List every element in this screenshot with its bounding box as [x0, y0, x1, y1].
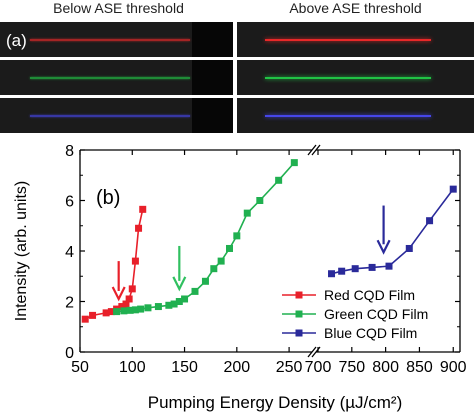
data-point — [113, 308, 121, 316]
below-threshold-strip-2 — [0, 60, 233, 95]
data-point — [122, 300, 130, 308]
data-point — [217, 257, 225, 265]
threshold-arrow-head-2 — [172, 276, 187, 292]
data-point — [243, 209, 251, 217]
data-point — [385, 262, 393, 270]
legend-label-3: Blue CQD Film — [324, 325, 417, 341]
y-tick-label: 8 — [65, 143, 74, 160]
emission-line — [30, 114, 190, 117]
data-point — [170, 300, 178, 308]
dark-region — [192, 22, 233, 57]
data-point — [191, 287, 199, 295]
data-point — [118, 303, 126, 311]
data-point — [368, 263, 376, 271]
data-point — [175, 298, 183, 305]
threshold-arrow-head-1 — [111, 286, 126, 302]
emission-line — [30, 76, 190, 79]
above-threshold-strip-2 — [237, 60, 474, 95]
series-line-3 — [331, 188, 454, 275]
x-tick-label: 900 — [440, 359, 467, 376]
data-point — [102, 309, 110, 317]
x-tick-label: 850 — [406, 359, 433, 376]
x-tick-label: 50 — [71, 359, 89, 376]
above-threshold-strip-3 — [237, 98, 474, 133]
x-tick-label: 700 — [305, 359, 332, 376]
panel-a-label: (a) — [6, 31, 27, 50]
legend-label-2: Green CQD Film — [324, 306, 428, 322]
emission-line — [265, 76, 431, 79]
x-tick-label: 150 — [171, 359, 198, 376]
x-tick-label: 800 — [372, 359, 399, 376]
dark-region — [192, 98, 233, 133]
data-point — [135, 224, 143, 232]
y-tick-label: 6 — [65, 194, 74, 211]
data-point — [107, 308, 115, 316]
emission-line — [265, 114, 431, 117]
data-point — [233, 232, 241, 240]
data-point — [275, 176, 283, 184]
data-point — [144, 304, 152, 312]
data-point — [126, 306, 134, 314]
data-point — [165, 301, 173, 309]
series-line-2 — [116, 162, 295, 313]
x-tick-label: 200 — [223, 359, 250, 376]
data-point — [139, 205, 147, 213]
data-point — [405, 244, 413, 252]
y-axis-title: Intensity (arb. units) — [13, 181, 30, 322]
data-point — [226, 244, 233, 252]
legend-marker-1 — [295, 291, 303, 299]
above-threshold-title: Above ASE threshold — [289, 0, 422, 16]
data-point — [128, 285, 136, 293]
below-threshold-strip-1 — [0, 22, 233, 57]
below-threshold-strip-3 — [0, 98, 233, 133]
data-point — [328, 270, 336, 278]
axis-break-bottom-1 — [307, 346, 317, 358]
data-point — [131, 257, 139, 265]
data-point — [120, 307, 128, 315]
data-point — [449, 185, 457, 193]
data-point — [426, 217, 434, 225]
panel-b-label: (b) — [96, 187, 120, 209]
data-point — [290, 159, 298, 167]
x-axis-title: Pumping Energy Density (µJ/cm²) — [148, 393, 402, 412]
y-tick-label: 2 — [65, 295, 74, 312]
emission-line — [265, 38, 431, 41]
axis-break-top-1 — [307, 144, 317, 156]
x-tick-label: 750 — [338, 359, 365, 376]
legend-marker-3 — [295, 329, 303, 337]
data-point — [201, 277, 209, 285]
data-point — [338, 267, 346, 275]
x-tick-label: 250 — [276, 359, 303, 376]
axis-break-bottom-2 — [311, 346, 321, 358]
data-point — [81, 315, 89, 323]
axis-break-top-2 — [311, 144, 321, 156]
data-point — [131, 306, 139, 314]
dark-region — [192, 60, 233, 95]
data-point — [137, 305, 145, 313]
data-point — [210, 265, 218, 273]
data-point — [351, 265, 359, 273]
y-tick-label: 4 — [65, 244, 74, 261]
data-point — [154, 303, 162, 311]
data-point — [181, 295, 189, 303]
above-threshold-strip-1 — [237, 22, 474, 57]
threshold-arrow-head-3 — [376, 239, 391, 255]
emission-line — [30, 38, 190, 41]
data-point — [125, 295, 133, 303]
legend-marker-2 — [295, 310, 303, 318]
x-tick-label: 100 — [119, 359, 146, 376]
legend-label-1: Red CQD Film — [324, 287, 415, 303]
data-point — [89, 311, 97, 319]
below-threshold-title: Below ASE threshold — [53, 0, 184, 16]
y-tick-label: 0 — [65, 345, 74, 362]
data-point — [256, 197, 264, 204]
